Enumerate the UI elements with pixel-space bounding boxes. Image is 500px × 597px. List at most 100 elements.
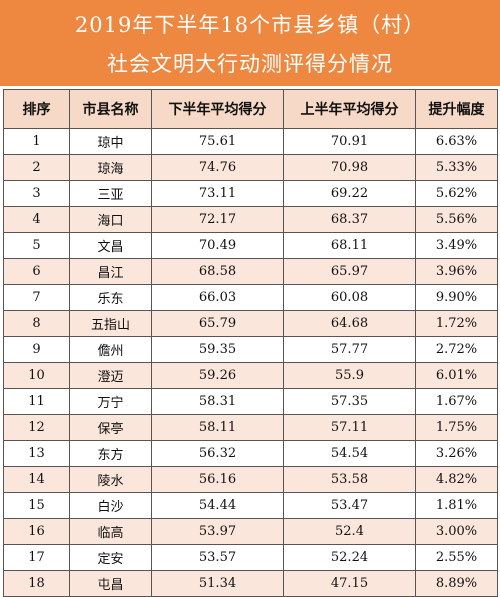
cell-rank: 2 (3, 154, 70, 181)
score-table: 排序 市县名称 下半年平均得分 上半年平均得分 提升幅度 1 琼中 75.61 70.… (3, 89, 498, 597)
cell-rank: 15 (3, 492, 70, 519)
table-row: 4 海口 72.17 68.37 5.56% (3, 206, 498, 233)
cell-rank: 4 (3, 206, 70, 233)
cell-improvement: 6.01% (415, 362, 498, 389)
cell-county: 乐东 (69, 284, 152, 311)
cell-h2-score: 75.61 (151, 128, 284, 155)
header-rank: 排序 (3, 89, 70, 129)
cell-h2-score: 53.97 (151, 518, 284, 545)
cell-improvement: 9.90% (415, 284, 498, 311)
table-row: 17 定安 53.57 52.24 2.55% (3, 544, 498, 571)
header-h1-score: 上半年平均得分 (283, 89, 416, 129)
cell-rank: 12 (3, 414, 70, 441)
cell-county: 昌江 (69, 258, 152, 285)
cell-h2-score: 56.32 (151, 440, 284, 467)
table-row: 18 屯昌 51.34 47.15 8.89% (3, 570, 498, 597)
cell-h2-score: 51.34 (151, 570, 284, 597)
cell-rank: 9 (3, 336, 70, 363)
cell-h1-score: 52.4 (283, 518, 416, 545)
cell-county: 万宁 (69, 388, 152, 415)
cell-rank: 10 (3, 362, 70, 389)
table-row: 10 澄迈 59.26 55.9 6.01% (3, 362, 498, 389)
cell-rank: 17 (3, 544, 70, 571)
cell-h2-score: 70.49 (151, 232, 284, 259)
table-row: 6 昌江 68.58 65.97 3.96% (3, 258, 498, 285)
cell-county: 东方 (69, 440, 152, 467)
header-improvement: 提升幅度 (415, 89, 498, 129)
cell-county: 海口 (69, 206, 152, 233)
cell-improvement: 3.26% (415, 440, 498, 467)
cell-rank: 16 (3, 518, 70, 545)
cell-h1-score: 68.11 (283, 232, 416, 259)
cell-h2-score: 59.35 (151, 336, 284, 363)
table-row: 1 琼中 75.61 70.91 6.63% (3, 128, 498, 155)
cell-county: 儋州 (69, 336, 152, 363)
cell-h1-score: 57.11 (283, 414, 416, 441)
cell-h2-score: 74.76 (151, 154, 284, 181)
cell-improvement: 1.67% (415, 388, 498, 415)
table-row: 16 临高 53.97 52.4 3.00% (3, 518, 498, 545)
table-row: 5 文昌 70.49 68.11 3.49% (3, 232, 498, 259)
cell-h1-score: 52.24 (283, 544, 416, 571)
table-header-row: 排序 市县名称 下半年平均得分 上半年平均得分 提升幅度 (3, 89, 498, 129)
cell-h1-score: 68.37 (283, 206, 416, 233)
cell-h2-score: 68.58 (151, 258, 284, 285)
table-row: 9 儋州 59.35 57.77 2.72% (3, 336, 498, 363)
cell-improvement: 4.82% (415, 466, 498, 493)
cell-rank: 13 (3, 440, 70, 467)
header-h2-score: 下半年平均得分 (151, 89, 284, 129)
table-row: 3 三亚 73.11 69.22 5.62% (3, 180, 498, 207)
cell-h2-score: 66.03 (151, 284, 284, 311)
cell-rank: 1 (3, 128, 70, 155)
cell-county: 定安 (69, 544, 152, 571)
table-row: 11 万宁 58.31 57.35 1.67% (3, 388, 498, 415)
cell-h2-score: 65.79 (151, 310, 284, 337)
cell-rank: 8 (3, 310, 70, 337)
table-row: 2 琼海 74.76 70.98 5.33% (3, 154, 498, 181)
table-row: 13 东方 56.32 54.54 3.26% (3, 440, 498, 467)
cell-h1-score: 69.22 (283, 180, 416, 207)
table-body: 1 琼中 75.61 70.91 6.63% 2 琼海 74.76 70.98 5.33% 3 三亚 7… (3, 128, 498, 597)
cell-county: 琼中 (69, 128, 152, 155)
cell-county: 临高 (69, 518, 152, 545)
cell-rank: 7 (3, 284, 70, 311)
table-row: 15 白沙 54.44 53.47 1.81% (3, 492, 498, 519)
table-row: 12 保亭 58.11 57.11 1.75% (3, 414, 498, 441)
cell-h1-score: 57.77 (283, 336, 416, 363)
title-line-2: 社会文明大行动测评得分情况 (107, 52, 393, 76)
table-row: 7 乐东 66.03 60.08 9.90% (3, 284, 498, 311)
cell-h1-score: 53.58 (283, 466, 416, 493)
cell-rank: 5 (3, 232, 70, 259)
cell-h2-score: 72.17 (151, 206, 284, 233)
cell-county: 澄迈 (69, 362, 152, 389)
header-county: 市县名称 (69, 89, 152, 129)
table-row: 8 五指山 65.79 64.68 1.72% (3, 310, 498, 337)
cell-h1-score: 70.98 (283, 154, 416, 181)
cell-improvement: 1.75% (415, 414, 498, 441)
cell-h1-score: 65.97 (283, 258, 416, 285)
cell-h1-score: 53.47 (283, 492, 416, 519)
title-banner: 2019年下半年18个市县乡镇（村） 社会文明大行动测评得分情况 (0, 0, 500, 86)
cell-h2-score: 59.26 (151, 362, 284, 389)
cell-improvement: 5.56% (415, 206, 498, 233)
cell-county: 白沙 (69, 492, 152, 519)
cell-improvement: 3.96% (415, 258, 498, 285)
cell-improvement: 5.33% (415, 154, 498, 181)
cell-rank: 11 (3, 388, 70, 415)
cell-improvement: 3.49% (415, 232, 498, 259)
cell-improvement: 2.72% (415, 336, 498, 363)
cell-rank: 14 (3, 466, 70, 493)
cell-county: 保亭 (69, 414, 152, 441)
title-line-1: 2019年下半年18个市县乡镇（村） (74, 13, 426, 37)
cell-improvement: 1.72% (415, 310, 498, 337)
cell-improvement: 6.63% (415, 128, 498, 155)
cell-county: 三亚 (69, 180, 152, 207)
cell-county: 陵水 (69, 466, 152, 493)
cell-rank: 3 (3, 180, 70, 207)
cell-rank: 18 (3, 570, 70, 597)
cell-h2-score: 73.11 (151, 180, 284, 207)
cell-improvement: 3.00% (415, 518, 498, 545)
cell-improvement: 2.55% (415, 544, 498, 571)
cell-h1-score: 55.9 (283, 362, 416, 389)
